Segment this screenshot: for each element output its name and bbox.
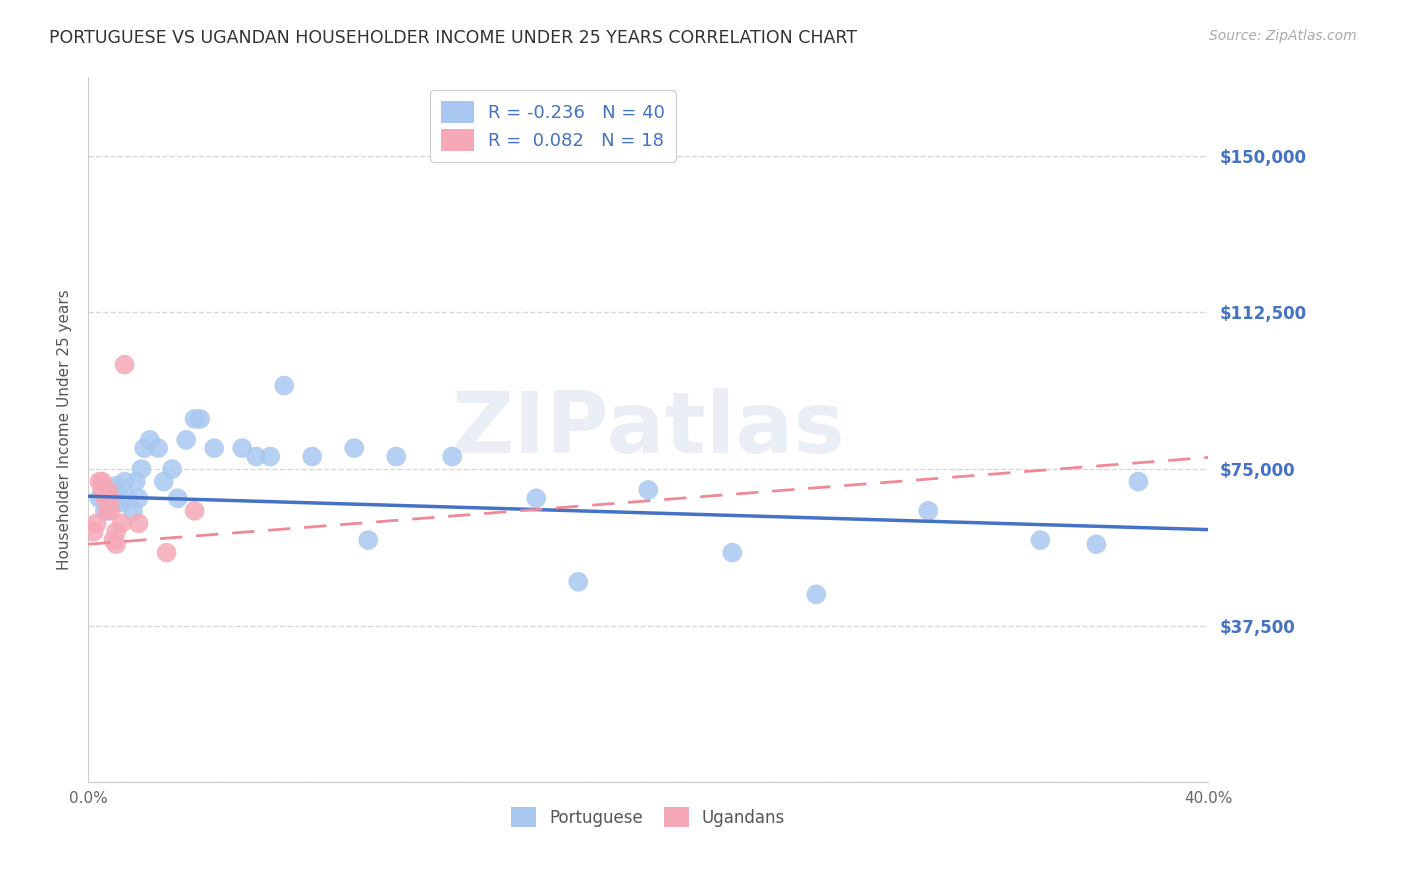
Legend: Portuguese, Ugandans: Portuguese, Ugandans <box>505 800 792 834</box>
Point <box>245 450 267 464</box>
Text: PORTUGUESE VS UGANDAN HOUSEHOLDER INCOME UNDER 25 YEARS CORRELATION CHART: PORTUGUESE VS UGANDAN HOUSEHOLDER INCOME… <box>49 29 858 46</box>
Point <box>385 450 408 464</box>
Text: ZIPatlas: ZIPatlas <box>451 388 845 471</box>
Point <box>128 491 150 506</box>
Point <box>183 504 205 518</box>
Point <box>105 479 128 493</box>
Point <box>301 450 323 464</box>
Point <box>917 504 939 518</box>
Point <box>89 475 111 489</box>
Point <box>100 491 122 506</box>
Point <box>114 475 136 489</box>
Point <box>114 358 136 372</box>
Point <box>139 433 162 447</box>
Text: Source: ZipAtlas.com: Source: ZipAtlas.com <box>1209 29 1357 43</box>
Point <box>97 504 120 518</box>
Point <box>108 491 131 506</box>
Point <box>231 441 253 455</box>
Point <box>273 378 295 392</box>
Point <box>103 533 125 547</box>
Point <box>105 537 128 551</box>
Point <box>567 574 589 589</box>
Point <box>259 450 281 464</box>
Point <box>83 524 105 539</box>
Point <box>357 533 380 547</box>
Point <box>524 491 547 506</box>
Point <box>131 462 153 476</box>
Point <box>117 491 139 506</box>
Point <box>111 495 134 509</box>
Point <box>97 483 120 497</box>
Point <box>166 491 188 506</box>
Y-axis label: Householder Income Under 25 years: Householder Income Under 25 years <box>58 290 72 570</box>
Point <box>94 491 117 506</box>
Point <box>188 412 211 426</box>
Point <box>183 412 205 426</box>
Point <box>111 516 134 531</box>
Point <box>134 441 156 455</box>
Point <box>441 450 464 464</box>
Point <box>105 524 128 539</box>
Point <box>174 433 197 447</box>
Point <box>100 487 122 501</box>
Point <box>89 491 111 506</box>
Point <box>125 475 148 489</box>
Point <box>1029 533 1052 547</box>
Point <box>100 504 122 518</box>
Point <box>806 587 828 601</box>
Point <box>155 546 177 560</box>
Point <box>343 441 366 455</box>
Point <box>128 516 150 531</box>
Point <box>721 546 744 560</box>
Point <box>1128 475 1150 489</box>
Point <box>160 462 183 476</box>
Point <box>91 483 114 497</box>
Point <box>146 441 169 455</box>
Point <box>86 516 108 531</box>
Point <box>152 475 174 489</box>
Point <box>91 475 114 489</box>
Point <box>122 504 145 518</box>
Point <box>1085 537 1108 551</box>
Point <box>94 504 117 518</box>
Point <box>202 441 225 455</box>
Point <box>637 483 659 497</box>
